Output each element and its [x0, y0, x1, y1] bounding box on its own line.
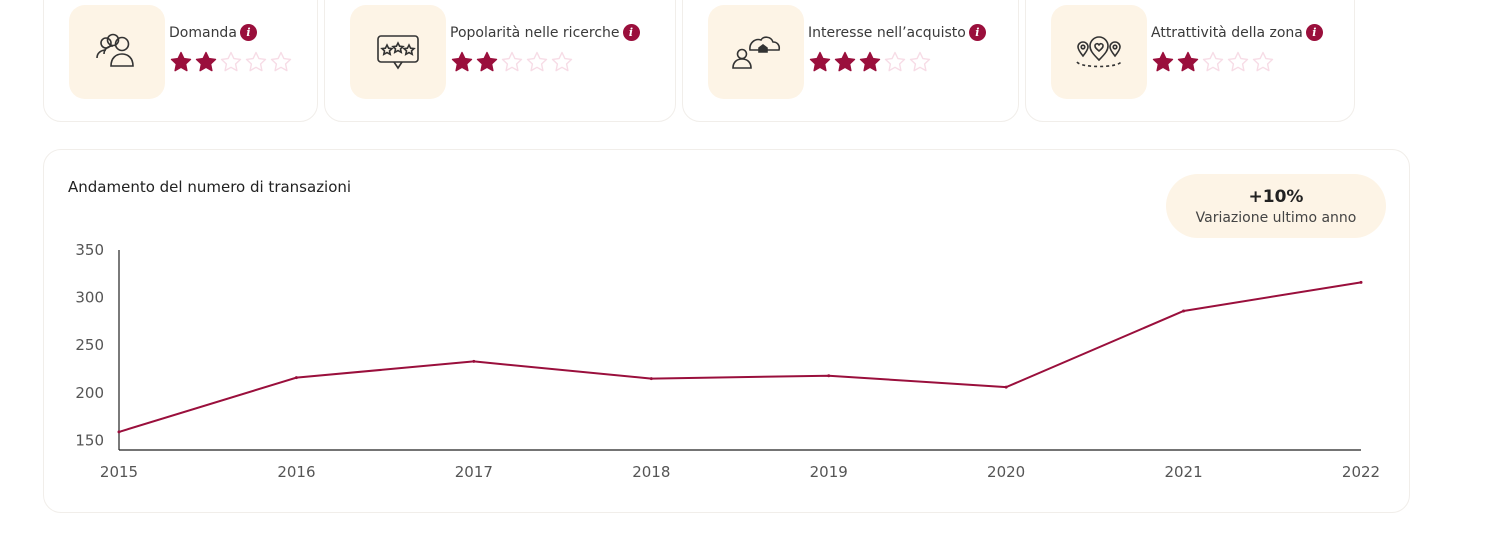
info-icon[interactable]: i [239, 24, 257, 41]
y-tick-label: 200 [75, 384, 104, 402]
star-filled-icon [170, 51, 192, 72]
star-empty-icon [526, 51, 548, 72]
star-empty-icon [1252, 51, 1274, 72]
metric-label: Attrattività della zona i [1151, 24, 1323, 41]
rating-bubble-icon [350, 5, 446, 99]
x-tick-label: 2016 [277, 463, 315, 481]
x-tick-label: 2017 [455, 463, 493, 481]
star-filled-icon [1177, 51, 1199, 72]
star-filled-icon [1152, 51, 1174, 72]
data-point [472, 359, 476, 363]
rating-stars [169, 50, 293, 74]
data-point [1004, 385, 1008, 389]
y-tick-label: 150 [75, 431, 104, 449]
metric-card-popolarita: Popolarità nelle ricerche i [324, 0, 676, 122]
people-group-icon [69, 5, 165, 99]
star-empty-icon [1227, 51, 1249, 72]
rating-stars [808, 50, 932, 74]
info-icon[interactable]: i [622, 24, 640, 41]
rating-stars [1151, 50, 1275, 74]
star-empty-icon [220, 51, 242, 72]
star-empty-icon [270, 51, 292, 72]
location-heart-icon [1051, 5, 1147, 99]
star-filled-icon [809, 51, 831, 72]
transactions-chart-card: Andamento del numero di transazioni +10%… [43, 149, 1410, 513]
x-tick-label: 2018 [632, 463, 670, 481]
data-point [294, 376, 298, 380]
transactions-line-chart: 150 200 250 300 350 2015 2016 2017 2018 2019 2020 2… [75, 241, 1380, 481]
metric-label: Popolarità nelle ricerche i [450, 24, 640, 41]
star-empty-icon [551, 51, 573, 72]
star-filled-icon [476, 51, 498, 72]
star-empty-icon [1202, 51, 1224, 72]
data-point [827, 374, 831, 378]
x-tick-label: 2015 [100, 463, 138, 481]
metric-card-attrattivita: Attrattività della zona i [1025, 0, 1355, 122]
x-tick-label: 2021 [1164, 463, 1202, 481]
info-icon[interactable]: i [968, 24, 986, 41]
star-filled-icon [859, 51, 881, 72]
metric-card-domanda: Domanda i [43, 0, 318, 122]
star-filled-icon [834, 51, 856, 72]
x-tick-label: 2022 [1342, 463, 1380, 481]
y-tick-label: 350 [75, 241, 104, 259]
y-tick-label: 300 [75, 289, 104, 307]
data-point [649, 377, 653, 381]
metric-label: Interesse nell’acquisto i [808, 24, 986, 41]
star-filled-icon [451, 51, 473, 72]
badge-value: +10% [1248, 186, 1304, 207]
chart-title: Andamento del numero di transazioni [68, 178, 352, 196]
series-line [118, 281, 1362, 433]
data-point [1182, 309, 1186, 313]
star-empty-icon [884, 51, 906, 72]
x-tick-label: 2020 [987, 463, 1025, 481]
star-filled-icon [195, 51, 217, 72]
badge-caption: Variazione ultimo anno [1195, 209, 1357, 226]
rating-stars [450, 50, 574, 74]
info-icon[interactable]: i [1305, 24, 1323, 41]
star-empty-icon [501, 51, 523, 72]
person-house-cloud-icon [708, 5, 804, 99]
change-badge: +10% Variazione ultimo anno [1166, 174, 1386, 238]
metric-label: Domanda i [169, 24, 257, 41]
star-empty-icon [909, 51, 931, 72]
star-empty-icon [245, 51, 267, 72]
x-tick-label: 2019 [810, 463, 848, 481]
metric-card-interesse: Interesse nell’acquisto i [682, 0, 1019, 122]
data-point [1359, 280, 1363, 284]
data-point [117, 430, 121, 434]
y-tick-label: 250 [75, 336, 104, 354]
